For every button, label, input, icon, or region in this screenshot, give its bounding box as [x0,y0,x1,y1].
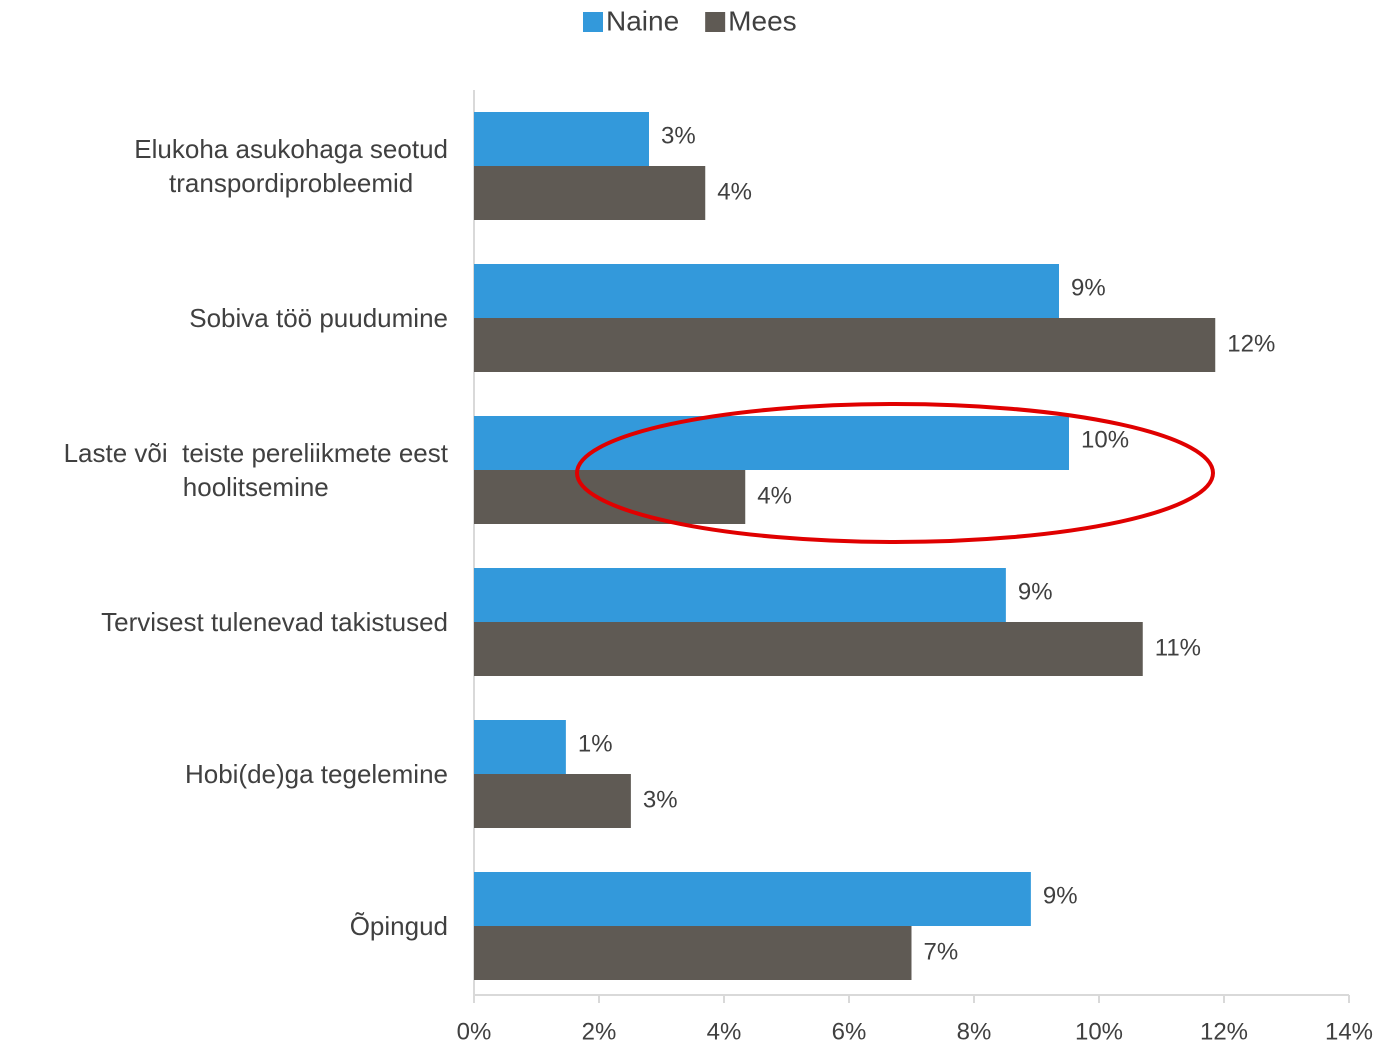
value-label: 10% [1081,426,1129,453]
legend-swatch [583,12,603,32]
x-tick-label: 4% [707,1018,742,1045]
category-label: Tervisest tulenevad takistused [101,607,448,637]
x-tick-label: 8% [957,1018,992,1045]
highlight-ellipse [575,402,1215,544]
bar [474,470,746,524]
value-label: 7% [924,938,959,965]
bar [474,166,706,220]
x-tick-label: 0% [457,1018,492,1045]
bar [474,318,1216,372]
bar [474,926,912,980]
bar [474,568,1006,622]
value-label: 4% [757,482,792,509]
bar [474,112,649,166]
value-label: 1% [578,730,613,757]
value-label: 3% [661,122,696,149]
bar [474,416,1069,470]
x-tick-label: 12% [1200,1018,1248,1045]
category-label: Õpingud [349,911,448,941]
bar [474,872,1031,926]
category-label: Laste või teiste pereliikmete eest hooli… [63,438,448,502]
category-label: Elukoha asukohaga seotud transpordiprobl… [134,134,448,198]
value-label: 3% [643,786,678,813]
x-tick-label: 2% [582,1018,617,1045]
value-label: 11% [1155,634,1201,661]
bar [474,720,566,774]
bar [474,774,631,828]
category-label: Sobiva töö puudumine [189,303,448,333]
value-label: 9% [1071,274,1106,301]
x-tick-label: 14% [1325,1018,1373,1045]
bar [474,622,1143,676]
value-label: 12% [1227,330,1275,357]
legend-label: Mees [728,5,796,36]
category-label: Hobi(de)ga tegelemine [184,759,448,789]
legend-swatch [705,12,726,32]
x-tick-label: 10% [1075,1018,1123,1045]
value-label: 9% [1018,578,1053,605]
bar [474,264,1059,318]
legend-label: Naine [606,5,679,36]
x-tick-label: 6% [832,1018,867,1045]
value-label: 4% [717,178,752,205]
value-label: 9% [1043,882,1078,909]
